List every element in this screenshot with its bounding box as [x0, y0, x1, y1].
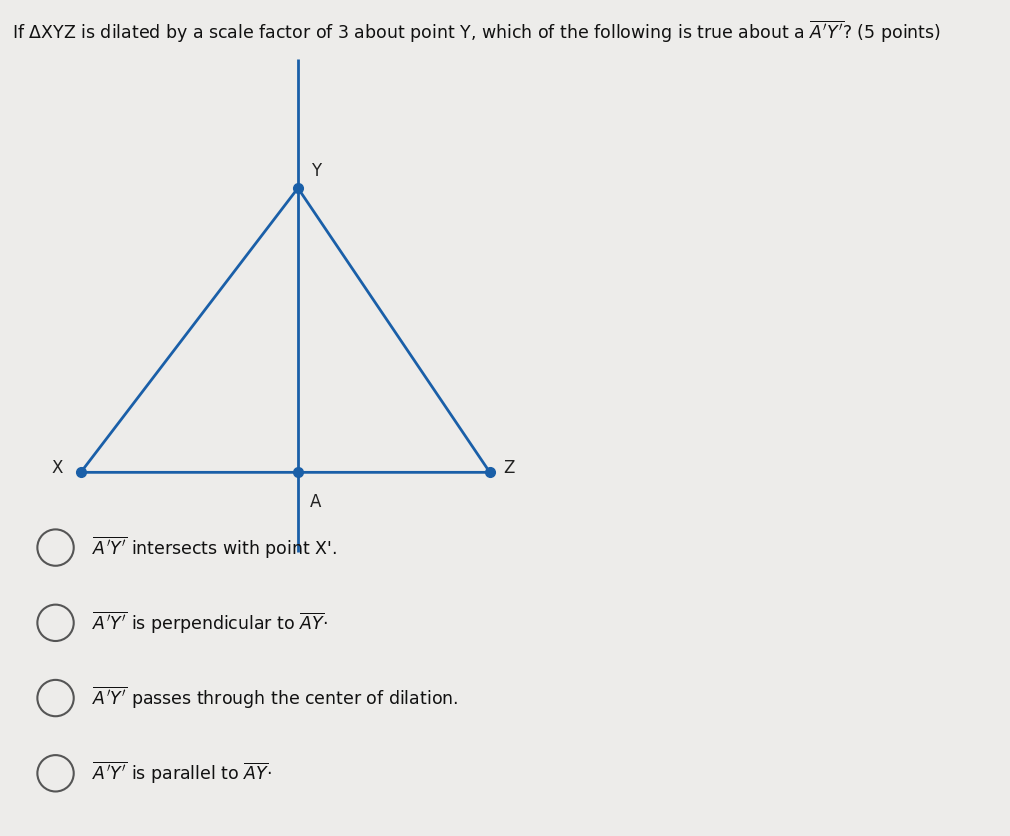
Text: X: X [52, 459, 63, 477]
Text: $\overline{A'Y'}$ is parallel to $\overline{AY}$·: $\overline{A'Y'}$ is parallel to $\overl… [92, 760, 272, 787]
Text: If $\Delta$XYZ is dilated by a scale factor of 3 about point Y, which of the fol: If $\Delta$XYZ is dilated by a scale fac… [12, 18, 941, 44]
Text: Y: Y [311, 161, 321, 180]
Text: $\overline{A'Y'}$ is perpendicular to $\overline{AY}$·: $\overline{A'Y'}$ is perpendicular to $\… [92, 609, 327, 636]
Text: $\overline{A'Y'}$ passes through the center of dilation.: $\overline{A'Y'}$ passes through the cen… [92, 685, 459, 711]
Text: A: A [310, 493, 321, 512]
Text: Z: Z [503, 459, 514, 477]
Text: $\overline{A'Y'}$ intersects with point X'.: $\overline{A'Y'}$ intersects with point … [92, 534, 336, 561]
